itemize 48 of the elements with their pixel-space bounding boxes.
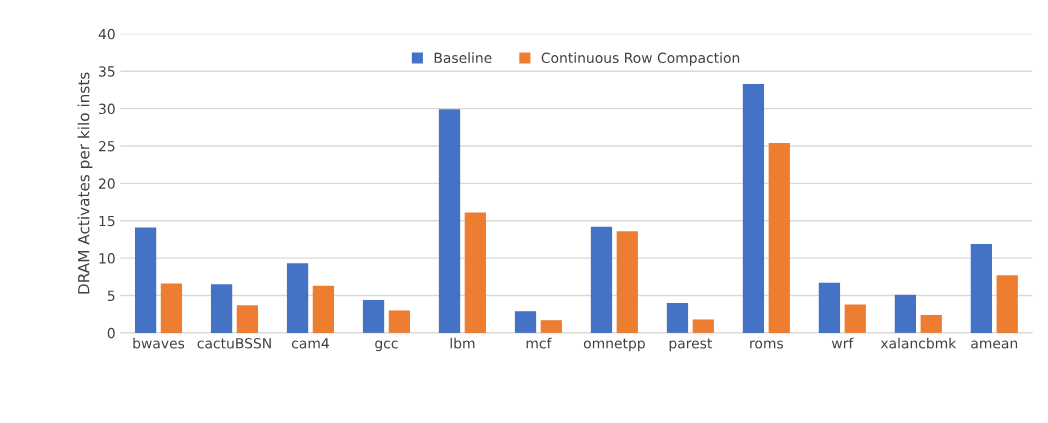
bar — [970, 243, 993, 333]
bar — [692, 319, 714, 333]
bar — [742, 83, 765, 333]
y-tick-label: 40 — [98, 28, 115, 40]
x-tick-label: mcf — [526, 337, 552, 349]
y-tick-label: 25 — [99, 140, 115, 152]
bar — [920, 314, 942, 333]
y-tick-label: 10 — [99, 253, 115, 264]
y-tick-label: 35 — [99, 66, 115, 77]
bar — [894, 294, 917, 333]
x-tick-label: lbm — [450, 337, 475, 349]
bar — [464, 212, 486, 333]
x-tick-label: amean — [971, 340, 1018, 349]
bar — [362, 300, 385, 333]
bar — [844, 304, 866, 333]
x-tick-label: bwaves — [133, 337, 185, 349]
x-tick-label: cactuBSSN — [197, 338, 271, 349]
bar — [134, 227, 157, 333]
y-tick-label: 0 — [107, 327, 115, 339]
bar — [540, 320, 562, 333]
y-axis-title: DRAM Activates per kilo insts — [77, 72, 93, 294]
x-tick-label: omnetpp — [583, 338, 645, 352]
bar — [768, 143, 790, 333]
bar — [818, 282, 841, 333]
x-tick-label: cam4 — [291, 338, 329, 349]
legend-label: Baseline — [434, 52, 492, 64]
bar — [210, 284, 233, 333]
x-tick-label: roms — [750, 340, 783, 349]
y-tick-label: 30 — [99, 103, 115, 115]
y-tick-label: 5 — [107, 290, 115, 301]
bar — [666, 302, 689, 333]
bar — [160, 283, 183, 333]
bar — [438, 109, 461, 333]
bar — [514, 311, 537, 333]
bar — [286, 263, 309, 333]
x-tick-label: wrf — [831, 337, 854, 349]
legend-label: Continuous Row Compaction — [541, 52, 740, 66]
bar — [590, 226, 613, 333]
bar — [996, 275, 1018, 333]
y-tick-label: 20 — [99, 178, 115, 189]
x-tick-label: parest — [669, 338, 713, 352]
bar — [312, 285, 335, 333]
x-tick-label: gcc — [375, 340, 398, 352]
x-tick-label: xalancbmk — [880, 337, 957, 349]
y-tick-label: 15 — [99, 215, 115, 227]
bar — [236, 305, 259, 333]
bar — [616, 231, 638, 333]
bar — [388, 310, 410, 333]
